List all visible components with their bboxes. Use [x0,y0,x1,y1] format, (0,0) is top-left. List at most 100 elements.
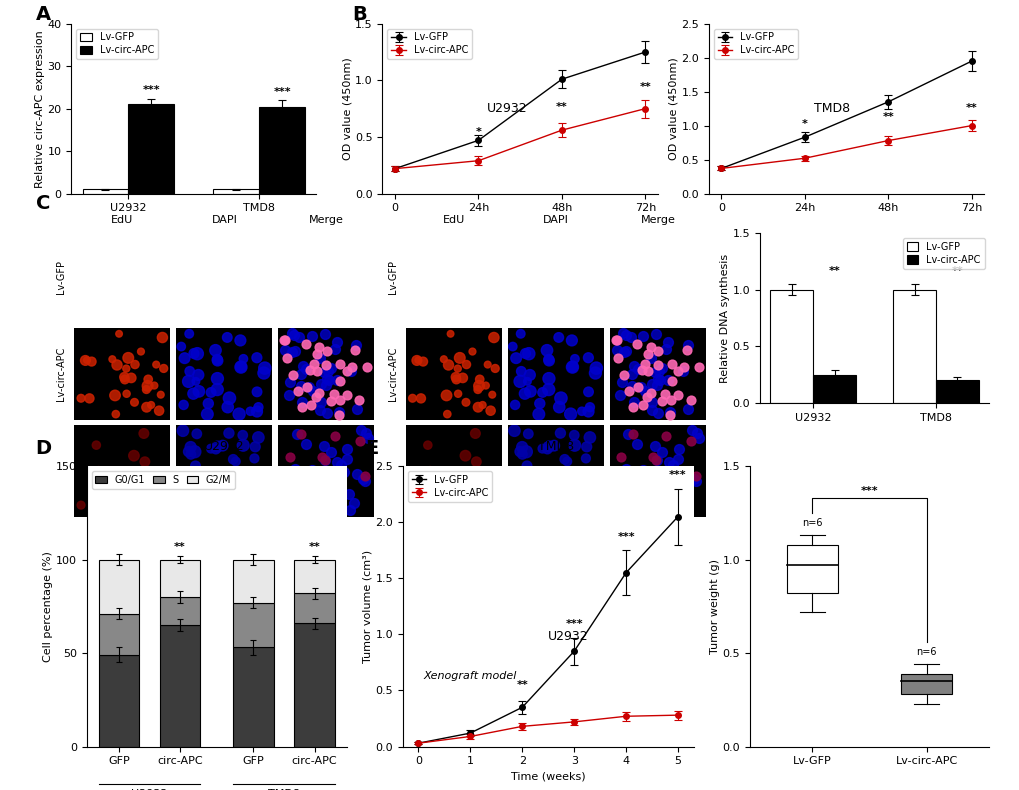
Point [148,358,164,371]
Point [302,364,318,377]
Point [232,361,249,374]
Point [567,487,583,499]
Point [254,480,270,492]
Point [573,405,589,418]
Point [281,376,298,389]
Point [285,329,302,341]
Text: Merge: Merge [640,215,675,225]
Point [294,359,311,372]
Point [445,506,462,518]
Point [534,386,550,399]
Text: n=6: n=6 [801,518,822,528]
Point [514,448,530,461]
Point [484,389,500,401]
Point [214,439,230,452]
Point [506,399,523,412]
Point [318,379,334,392]
Point [316,439,332,452]
Point [290,330,307,343]
Text: n=6: n=6 [915,647,936,657]
Point [512,375,528,388]
Point [256,367,272,379]
Point [250,431,266,444]
Point [219,331,235,344]
Point [649,379,665,392]
Point [215,500,231,513]
Text: *: * [801,119,807,129]
Point [464,345,480,358]
Point [689,427,705,439]
Point [189,427,205,440]
Point [505,476,522,488]
Point [247,500,263,513]
Point [661,408,678,421]
Point [477,379,493,392]
Text: TMD8: TMD8 [813,102,849,115]
Point [208,443,224,456]
Point [301,381,317,393]
Point [649,407,665,419]
Text: Lv-GFP: Lv-GFP [56,261,66,295]
Point [587,367,603,379]
Text: U2932: U2932 [204,440,245,453]
Point [519,375,535,388]
Point [330,408,346,421]
Text: ***: *** [668,469,686,480]
Point [320,373,336,386]
Point [118,387,135,400]
Point [213,478,229,491]
Point [209,440,225,453]
Point [276,502,292,514]
Text: *: * [475,127,481,137]
Point [317,453,333,466]
Point [284,346,301,359]
Point [633,502,649,515]
Point [629,337,645,350]
Point [551,427,568,439]
Point [107,389,123,402]
Point [518,446,534,458]
Text: Merge: Merge [309,215,343,225]
Legend: Lv-GFP, Lv-circ-APC: Lv-GFP, Lv-circ-APC [713,28,798,59]
Point [624,380,640,393]
Point [232,360,249,373]
Point [690,360,706,373]
Point [540,372,556,385]
Point [479,358,495,371]
Point [663,374,680,387]
Point [137,455,153,468]
Point [328,374,344,386]
Point [109,359,125,371]
Point [612,450,629,463]
Text: ***: *** [860,486,877,496]
Point [629,381,645,393]
Text: A: A [36,5,51,24]
Point [327,503,343,516]
Point [618,472,634,484]
Point [82,392,98,404]
Point [471,379,487,392]
Point [118,363,135,375]
Point [215,501,231,514]
Text: ***: *** [273,87,290,96]
Point [308,348,324,360]
Point [658,468,675,480]
Point [545,439,561,452]
Point [359,432,375,445]
Bar [900,674,952,694]
Point [78,354,95,367]
Bar [160,559,201,597]
Point [232,334,249,347]
Point [673,504,689,517]
Bar [99,614,140,655]
Point [546,501,562,514]
Point [505,476,522,489]
Point [257,362,273,374]
Y-axis label: Cell percentage (%): Cell percentage (%) [43,551,53,662]
Point [285,472,302,484]
Point [458,396,474,408]
Point [615,346,632,359]
Point [146,379,162,392]
Point [182,448,199,461]
Point [319,365,335,378]
